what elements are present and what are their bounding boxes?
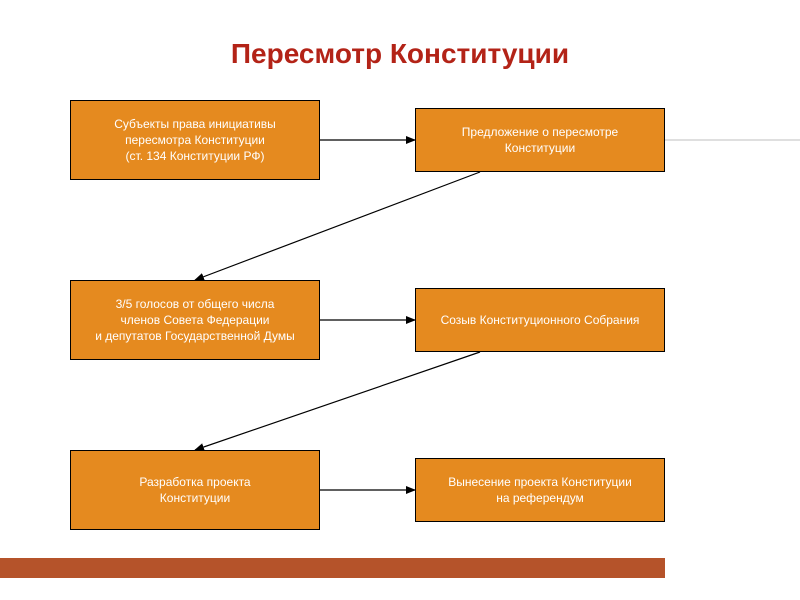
flow-box-box6: Вынесение проекта Конституциина референд… (415, 458, 665, 522)
flow-box-label: Предложение о пересмотреКонституции (462, 124, 618, 156)
flow-box-label: Созыв Конституционного Собрания (441, 312, 640, 328)
arrow-box4-to-box5 (195, 352, 480, 450)
flow-box-box2: Предложение о пересмотреКонституции (415, 108, 665, 172)
flow-box-box3: 3/5 голосов от общего числачленов Совета… (70, 280, 320, 360)
flow-box-label: 3/5 голосов от общего числачленов Совета… (95, 296, 295, 345)
page-title: Пересмотр Конституции (0, 38, 800, 70)
footer-bar (0, 558, 665, 578)
flow-box-label: Вынесение проекта Конституциина референд… (448, 474, 632, 506)
arrow-box2-to-box3 (195, 172, 480, 280)
flow-box-box1: Субъекты права инициативыпересмотра Конс… (70, 100, 320, 180)
flow-box-label: Субъекты права инициативыпересмотра Конс… (114, 116, 276, 165)
flow-box-label: Разработка проектаКонституции (139, 474, 250, 506)
flow-box-box4: Созыв Конституционного Собрания (415, 288, 665, 352)
diagram-container: Пересмотр Конституции Субъекты права ини… (0, 0, 800, 600)
flow-box-box5: Разработка проектаКонституции (70, 450, 320, 530)
